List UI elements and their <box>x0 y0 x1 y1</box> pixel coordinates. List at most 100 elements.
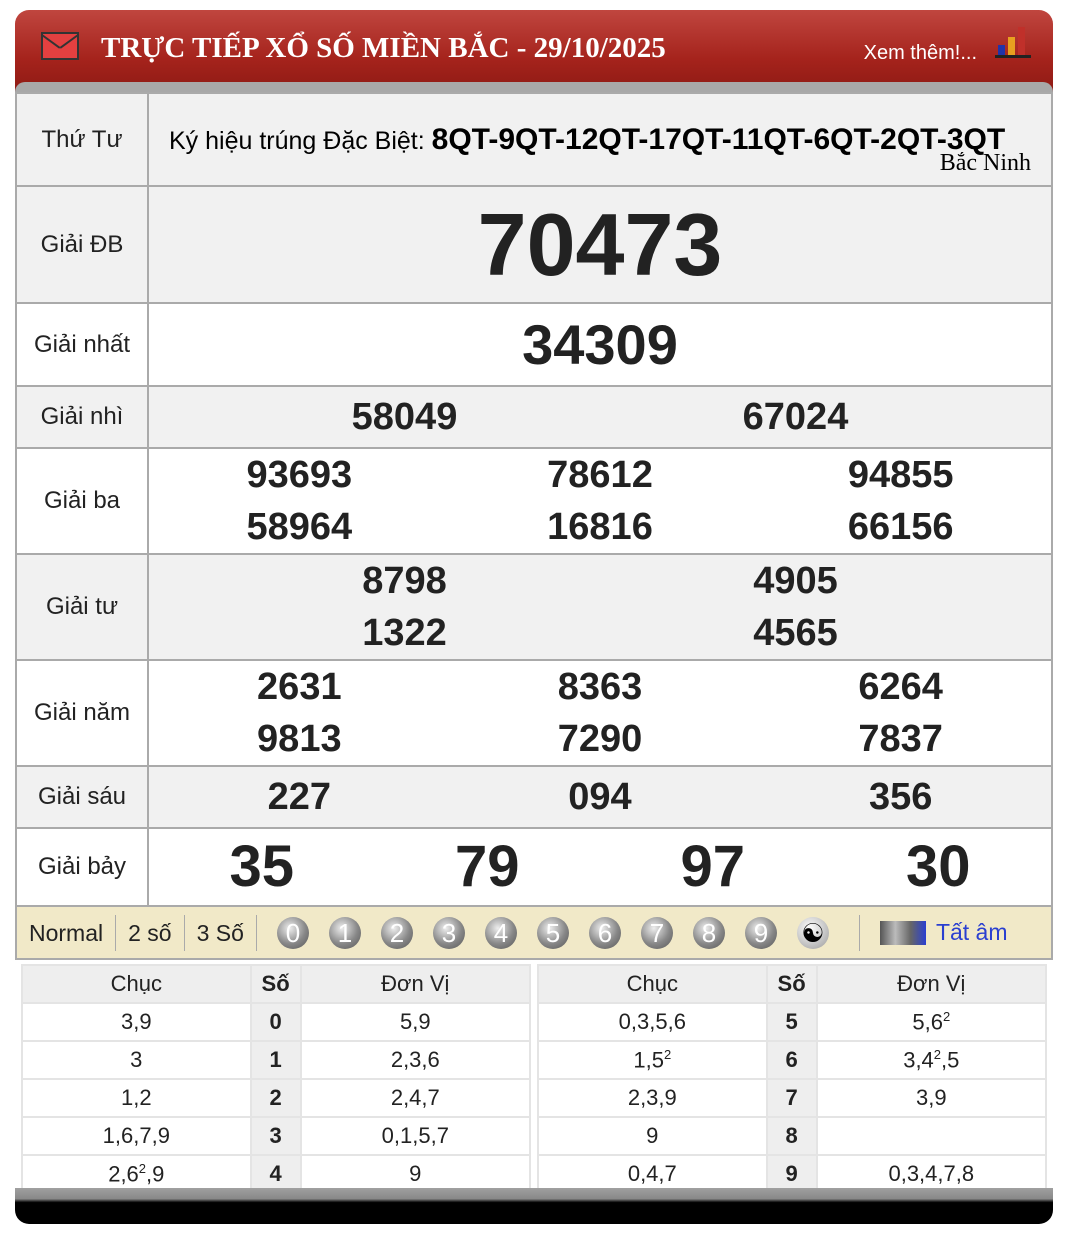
table-row: 0,4,7 9 0,3,4,7,8 <box>537 1154 1048 1194</box>
loto-header: Số <box>765 964 818 1004</box>
prize-number: 8798 <box>362 560 447 602</box>
loto-value: 2,3,6 <box>390 1047 440 1072</box>
special-code-label: Ký hiệu trúng Đặc Biệt: <box>169 126 425 155</box>
loto-value: 0,1,5,7 <box>381 1123 449 1148</box>
loto-header: Đơn Vị <box>815 964 1048 1004</box>
prize-number: 6264 <box>858 666 943 708</box>
table-row: 1,6,7,9 3 0,1,5,7 <box>21 1116 532 1156</box>
loto-left: Chục Số Đơn Vị 3,9 0 5,9 3 1 2,3,6 1,2 2 2,4,7 1,6,7… <box>21 964 532 1194</box>
count-superscript: 2 <box>933 1046 942 1062</box>
mode-2[interactable]: 3 Số <box>185 914 257 951</box>
prize-row: Giải năm 2631 8363 6264 9813 7290 7837 <box>15 659 1053 767</box>
prize-number: 227 <box>267 776 332 818</box>
prize-number: 70473 <box>477 195 723 294</box>
prize-number: 67024 <box>742 396 849 438</box>
mail-icon <box>41 32 79 60</box>
filter-toolbar: Normal 2 số 3 Số 0 1 2 3 4 5 6 7 8 9 ☯ Tất âm <box>15 907 1053 960</box>
loto-value: 0,3,4,7,8 <box>888 1161 975 1186</box>
loto-right: Chục Số Đơn Vị 0,3,5,6 5 5,62 1,52 6 3,42,5 2,3,9… <box>537 964 1048 1194</box>
prize-number: 66156 <box>847 506 954 548</box>
digit-filter-5[interactable]: 5 <box>536 916 569 949</box>
prize-number: 7290 <box>557 718 643 760</box>
prize-number: 8363 <box>557 666 643 708</box>
prize-label: Giải sáu <box>15 765 149 829</box>
digit-filter-7[interactable]: 7 <box>640 916 673 949</box>
loto-head-digit: 8 <box>765 1116 818 1156</box>
prize-row: Giải sáu 227 094 356 <box>15 765 1053 829</box>
prize-row: Giải nhì 58049 67024 <box>15 385 1053 449</box>
loto-table: Chục Số Đơn Vị 3,9 0 5,9 3 1 2,3,6 1,2 2 2,4,7 1,6,7… <box>15 964 1053 1194</box>
count-superscript: 2 <box>138 1160 147 1176</box>
loto-value: 0,3,5,6 <box>618 1009 686 1034</box>
loto-head-digit: 0 <box>249 1002 302 1042</box>
prize-row: Giải tư 8798 4905 1322 4565 <box>15 553 1053 661</box>
digit-filter-2[interactable]: 2 <box>380 916 413 949</box>
loto-value: 2,4,7 <box>390 1085 440 1110</box>
bar-chart-icon[interactable] <box>995 27 1031 58</box>
table-row: 3,9 0 5,9 <box>21 1002 532 1042</box>
loto-head-digit: 7 <box>765 1078 818 1118</box>
prize-label: Giải nhất <box>15 302 149 387</box>
divider <box>858 914 860 951</box>
prize-number: 1322 <box>362 612 447 654</box>
digit-filter-3[interactable]: 3 <box>432 916 465 949</box>
digit-filter-1[interactable]: 1 <box>328 916 361 949</box>
loto-value: 1,2 <box>121 1085 152 1110</box>
results-panel: TRỰC TIẾP XỔ SỐ MIỀN BẮC - 29/10/2025 Xe… <box>15 10 1053 1194</box>
prize-number: 93693 <box>246 454 353 496</box>
prize-number: 2631 <box>257 666 342 708</box>
loto-value: 1,6,7,9 <box>102 1123 170 1148</box>
loto-value: 1,5 <box>633 1047 664 1073</box>
loto-header: Chục <box>537 964 768 1004</box>
weekday: Thứ Tư <box>15 92 149 187</box>
special-code: Ký hiệu trúng Đặc Biệt: 8QT-9QT-12QT-17Q… <box>147 92 1053 187</box>
prize-label: Giải nhì <box>15 385 149 449</box>
loto-head-digit: 1 <box>249 1040 302 1080</box>
loto-value: ,9 <box>146 1161 165 1187</box>
loto-value: 3,9 <box>121 1009 152 1034</box>
prize-label: Giải ba <box>15 447 149 555</box>
prize-number: 79 <box>454 834 520 899</box>
yinyang-icon[interactable]: ☯ <box>796 916 829 949</box>
digit-filter-0[interactable]: 0 <box>276 916 309 949</box>
prize-number: 78612 <box>547 454 653 496</box>
prize-number: 16816 <box>547 506 653 548</box>
prize-row: Giải ĐB 70473 <box>15 185 1053 304</box>
loto-header: Đơn Vị <box>299 964 532 1004</box>
loto-head-digit: 5 <box>765 1002 818 1042</box>
count-superscript: 2 <box>942 1008 951 1024</box>
prize-number: 58964 <box>246 506 353 548</box>
digit-filter-6[interactable]: 6 <box>588 916 621 949</box>
loto-head-digit: 6 <box>765 1040 818 1080</box>
prize-number: 356 <box>868 776 933 818</box>
digit-filter-9[interactable]: 9 <box>744 916 777 949</box>
table-row: 2,62,9 4 9 <box>21 1154 532 1194</box>
table-row: 0,3,5,6 5 5,62 <box>537 1002 1048 1042</box>
digit-filter-4[interactable]: 4 <box>484 916 517 949</box>
loto-head-digit: 9 <box>765 1154 818 1194</box>
loto-value: 9 <box>646 1123 659 1148</box>
tat-am-link[interactable]: Tất âm <box>935 919 1008 945</box>
province: Bắc Ninh <box>939 150 1031 176</box>
loto-header: Số <box>249 964 302 1004</box>
prize-number: 9813 <box>257 718 342 760</box>
page-title: TRỰC TIẾP XỔ SỐ MIỀN BẮC - 29/10/2025 <box>101 32 666 64</box>
prize-number: 094 <box>568 776 632 818</box>
digit-filter-8[interactable]: 8 <box>692 916 725 949</box>
table-row: 3 1 2,3,6 <box>21 1040 532 1080</box>
loto-value: 3,9 <box>916 1085 947 1110</box>
loto-value: 5,9 <box>400 1009 431 1034</box>
loto-value: 3 <box>130 1047 143 1072</box>
count-superscript: 2 <box>663 1046 672 1062</box>
sound-icon[interactable] <box>879 920 926 945</box>
prize-label: Giải bảy <box>15 827 149 907</box>
mode-0[interactable]: Normal <box>17 914 117 951</box>
loto-value: 3,4 <box>903 1047 934 1073</box>
loto-value: ,5 <box>941 1047 960 1073</box>
mode-1[interactable]: 2 số <box>116 914 185 951</box>
results-table: Thứ Tư Ký hiệu trúng Đặc Biệt: 8QT-9QT-1… <box>15 92 1053 907</box>
see-more-link[interactable]: Xem thêm!... <box>863 42 977 64</box>
prize-label: Giải ĐB <box>15 185 149 304</box>
table-row: 1,2 2 2,4,7 <box>21 1078 532 1118</box>
prize-number: 35 <box>229 834 294 899</box>
